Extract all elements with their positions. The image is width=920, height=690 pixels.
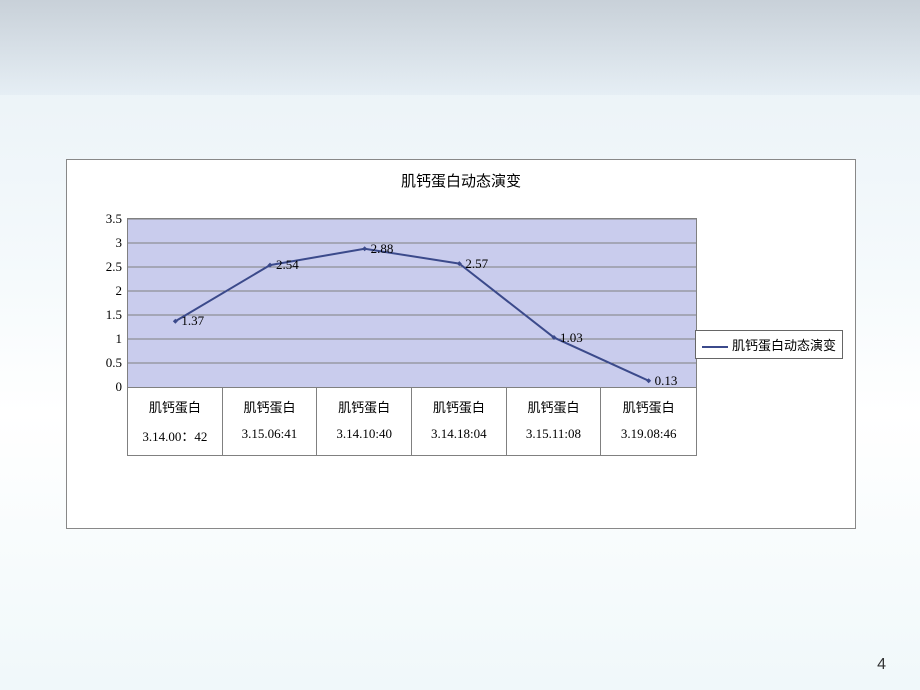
y-axis-tick-label: 0.5 <box>106 355 122 371</box>
x-axis-category: 肌钙蛋白 3.15.11:08 <box>507 387 602 455</box>
data-point-label: 2.88 <box>371 241 394 257</box>
x-axis-category: 肌钙蛋白 3.14.10:40 <box>317 387 412 455</box>
chart-container: 肌钙蛋白动态演变 1.372.542.882.571.030.13 00.511… <box>66 159 856 529</box>
x-axis-category: 肌钙蛋白 3.15.06:41 <box>223 387 318 455</box>
y-axis-tick-label: 1 <box>116 331 123 347</box>
data-point-label: 1.37 <box>181 313 204 329</box>
chart-fill-area: 1.372.542.882.571.030.13 <box>128 219 696 388</box>
legend-label: 肌钙蛋白动态演变 <box>732 338 836 353</box>
x-axis-label-row2: 3.15.11:08 <box>507 426 601 442</box>
y-axis-tick-label: 1.5 <box>106 307 122 323</box>
x-axis-label-row1: 肌钙蛋白 <box>128 397 222 416</box>
y-axis-tick-label: 2 <box>116 283 123 299</box>
x-axis-label-row2: 3.14.18:04 <box>412 426 506 442</box>
data-point-label: 2.57 <box>465 256 488 272</box>
chart-title: 肌钙蛋白动态演变 <box>67 170 855 191</box>
data-point-label: 2.54 <box>276 257 299 273</box>
x-axis-category: 肌钙蛋白 3.19.08:46 <box>601 387 696 455</box>
chart-plot-area: 1.372.542.882.571.030.13 00.511.522.533.… <box>127 218 697 456</box>
x-axis-label-row2: 3.19.08:46 <box>601 426 696 442</box>
data-point-label: 1.03 <box>560 330 583 346</box>
y-axis-tick-label: 3 <box>116 235 123 251</box>
x-axis-category: 肌钙蛋白 3.14.18:04 <box>412 387 507 455</box>
x-axis-label-row1: 肌钙蛋白 <box>317 397 411 416</box>
x-axis-label-row1: 肌钙蛋白 <box>507 397 601 416</box>
legend: 肌钙蛋白动态演变 <box>695 330 843 359</box>
x-axis-label-row1: 肌钙蛋白 <box>601 397 696 416</box>
line-series <box>128 219 696 387</box>
y-axis-tick-label: 0 <box>116 379 123 395</box>
y-axis-tick-label: 2.5 <box>106 259 122 275</box>
y-axis-tick-label: 3.5 <box>106 211 122 227</box>
x-axis-label-row1: 肌钙蛋白 <box>223 397 317 416</box>
page-number: 4 <box>877 656 886 674</box>
x-axis-label-row2: 3.15.06:41 <box>223 426 317 442</box>
x-axis-label-row1: 肌钙蛋白 <box>412 397 506 416</box>
legend-line-swatch <box>702 346 728 348</box>
x-axis-label-row2: 3.14.10:40 <box>317 426 411 442</box>
top-decorative-band <box>0 0 920 95</box>
x-axis-label-row2: 3.14.00：42 <box>128 426 222 445</box>
x-axis-category: 肌钙蛋白 3.14.00：42 <box>128 387 223 455</box>
